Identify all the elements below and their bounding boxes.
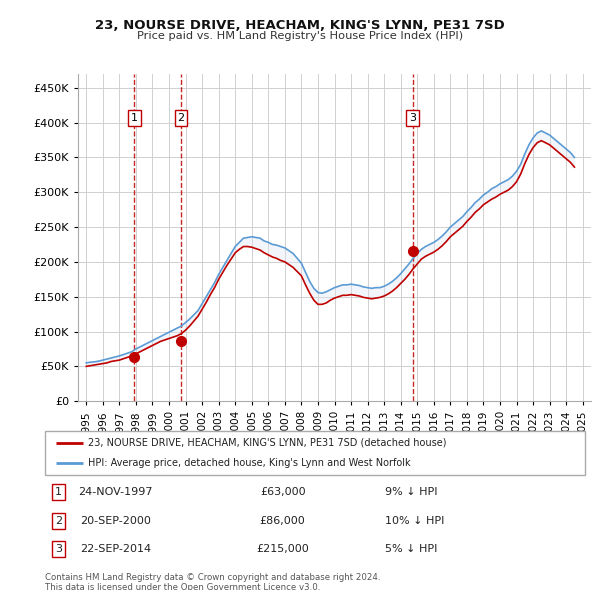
Text: 23, NOURSE DRIVE, HEACHAM, KING'S LYNN, PE31 7SD: 23, NOURSE DRIVE, HEACHAM, KING'S LYNN, … — [95, 19, 505, 32]
Text: Contains HM Land Registry data © Crown copyright and database right 2024.: Contains HM Land Registry data © Crown c… — [45, 573, 380, 582]
Text: £86,000: £86,000 — [260, 516, 305, 526]
Text: 20-SEP-2000: 20-SEP-2000 — [80, 516, 151, 526]
Text: £215,000: £215,000 — [256, 544, 309, 554]
Text: 2: 2 — [55, 516, 62, 526]
Text: 3: 3 — [55, 544, 62, 554]
Text: 10% ↓ HPI: 10% ↓ HPI — [385, 516, 445, 526]
Text: 22-SEP-2014: 22-SEP-2014 — [80, 544, 151, 554]
Text: Price paid vs. HM Land Registry's House Price Index (HPI): Price paid vs. HM Land Registry's House … — [137, 31, 463, 41]
Text: This data is licensed under the Open Government Licence v3.0.: This data is licensed under the Open Gov… — [45, 583, 320, 590]
Text: £63,000: £63,000 — [260, 487, 305, 497]
Text: 5% ↓ HPI: 5% ↓ HPI — [385, 544, 437, 554]
Text: 1: 1 — [131, 113, 138, 123]
FancyBboxPatch shape — [45, 431, 585, 475]
Text: 3: 3 — [409, 113, 416, 123]
Text: 24-NOV-1997: 24-NOV-1997 — [78, 487, 152, 497]
Text: HPI: Average price, detached house, King's Lynn and West Norfolk: HPI: Average price, detached house, King… — [88, 458, 411, 468]
Text: 1: 1 — [55, 487, 62, 497]
Text: 2: 2 — [178, 113, 184, 123]
Text: 23, NOURSE DRIVE, HEACHAM, KING'S LYNN, PE31 7SD (detached house): 23, NOURSE DRIVE, HEACHAM, KING'S LYNN, … — [88, 438, 446, 448]
Text: 9% ↓ HPI: 9% ↓ HPI — [385, 487, 438, 497]
